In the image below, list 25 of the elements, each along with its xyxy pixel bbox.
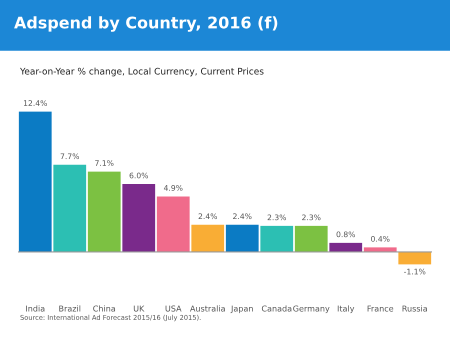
x-tick-label: USA	[166, 305, 182, 312]
x-tick-label: Brazil	[59, 305, 80, 312]
x-tick-label: China	[93, 305, 116, 312]
bar	[122, 184, 156, 252]
x-tick-label: Japan	[230, 306, 253, 314]
bar	[156, 196, 190, 252]
bar	[226, 224, 259, 252]
x-tick-label: UK	[134, 306, 145, 312]
bar	[191, 224, 224, 252]
bar	[53, 164, 86, 252]
x-tick-label: Australia	[190, 305, 225, 312]
x-tick-label: Canada	[262, 305, 292, 312]
x-tick-label: India	[26, 305, 44, 312]
bar	[88, 172, 121, 252]
x-tick-label: Germany	[293, 305, 330, 314]
chart-title: Adspend by Country, 2016 (f)	[14, 16, 278, 32]
bar	[260, 226, 294, 252]
bar	[294, 226, 328, 252]
chart-subtitle: Year-on-Year % change, Local Currency, Current Prices	[20, 68, 264, 76]
x-tick-label: Russia	[402, 305, 427, 312]
bar	[18, 112, 52, 252]
x-tick-label: France	[368, 306, 394, 312]
bar	[329, 242, 362, 252]
bar	[398, 252, 432, 264]
x-tick-label: Italy	[338, 305, 354, 314]
